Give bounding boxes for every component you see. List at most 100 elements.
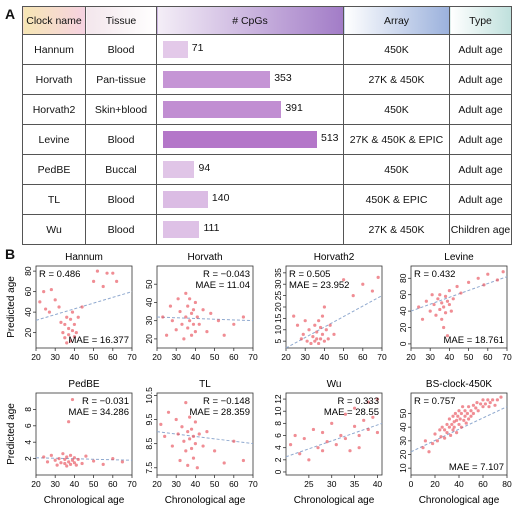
data-point	[476, 276, 480, 280]
table-row: Horvath2 Skin+blood 391 450K Adult age	[22, 94, 512, 125]
x-tick-label: 60	[108, 352, 118, 362]
data-point	[424, 299, 428, 303]
data-point	[222, 461, 226, 465]
data-point	[332, 332, 336, 336]
x-tick-label: 40	[320, 352, 330, 362]
data-point	[499, 395, 503, 399]
x-tick-label: 60	[229, 479, 239, 489]
trend-line	[285, 295, 383, 349]
type-cell: Adult age	[449, 64, 512, 95]
data-point	[459, 411, 463, 416]
cpgs-bar	[163, 71, 271, 88]
data-point	[467, 405, 471, 409]
x-tick-label: 40	[70, 352, 80, 362]
data-point	[209, 311, 213, 315]
y-axis-label: Predicted age	[6, 276, 17, 338]
data-point	[299, 337, 303, 341]
data-point	[193, 420, 197, 424]
data-point	[461, 405, 465, 409]
plot-frame	[410, 265, 508, 349]
data-point	[449, 433, 453, 437]
plot-frame	[35, 392, 133, 476]
data-point	[447, 289, 451, 293]
data-point	[70, 458, 75, 462]
x-tick-label: 60	[358, 352, 368, 362]
r-label: R = 0.486	[39, 269, 80, 280]
data-point	[63, 336, 67, 340]
r-label: R = −0.043	[203, 269, 250, 280]
data-point	[475, 400, 479, 405]
data-point	[184, 315, 188, 319]
data-point	[320, 449, 325, 453]
x-tick-label: 30	[50, 479, 60, 489]
data-point	[476, 409, 480, 413]
data-point	[313, 323, 317, 327]
x-axis-label: Chronological age	[44, 495, 125, 506]
y-tick-label: 6	[23, 423, 33, 428]
data-point	[92, 459, 96, 463]
y-tick-label: 2	[23, 456, 33, 461]
data-point	[189, 311, 194, 315]
data-point	[232, 322, 236, 326]
y-tick-label: 50	[144, 279, 154, 289]
data-point	[326, 337, 330, 341]
header-clock-name: Clock name	[22, 6, 86, 35]
data-point	[451, 428, 455, 432]
mae-label: MAE = 18.761	[444, 335, 504, 346]
array-cell: 450K	[343, 154, 450, 185]
data-point	[486, 398, 490, 402]
y-tick-label: 15	[273, 313, 283, 323]
data-point	[357, 446, 361, 450]
x-tick-label: 50	[89, 479, 99, 489]
clock-name-cell: Horvath2	[22, 94, 86, 125]
cpgs-bar	[163, 161, 195, 178]
header-cpgs: # CpGs	[156, 6, 344, 35]
data-point	[431, 441, 435, 446]
data-point	[483, 402, 487, 406]
mae-label: MAE = 34.286	[69, 407, 129, 418]
r-label: R = −0.148	[203, 396, 250, 407]
data-point	[457, 409, 461, 413]
y-tick-label: 35	[273, 268, 283, 278]
y-tick-label: 50	[398, 409, 408, 419]
r-label: R = 0.432	[414, 269, 455, 280]
data-point	[74, 331, 78, 335]
type-cell: Children age	[449, 214, 512, 245]
data-point	[67, 333, 71, 337]
data-point	[111, 457, 115, 461]
x-tick-label: 40	[373, 479, 383, 489]
data-point	[182, 337, 186, 341]
data-point	[351, 294, 355, 298]
data-point	[486, 272, 490, 276]
x-tick-label: 40	[454, 479, 464, 489]
data-point	[191, 456, 196, 460]
data-point	[307, 328, 311, 332]
y-tick-label: 8	[273, 421, 283, 426]
x-tick-label: 20	[430, 479, 440, 489]
data-point	[362, 418, 366, 422]
data-point	[197, 322, 201, 326]
y-tick-label: 8	[23, 407, 33, 412]
plot-title: BS-clock-450K	[426, 379, 492, 390]
data-point	[320, 314, 325, 318]
trend-line	[156, 316, 254, 322]
cpgs-cell: 513	[156, 124, 344, 155]
data-point	[325, 439, 329, 444]
data-point	[443, 294, 448, 298]
data-point	[467, 280, 471, 284]
data-point	[469, 414, 473, 418]
data-point	[371, 415, 375, 419]
data-point	[65, 341, 69, 345]
data-point	[445, 422, 449, 427]
data-point	[201, 308, 205, 312]
scatter-panel-1: Horvath 20 30 40 50 60 70 20 30 40 50 R = −0.043MAE…	[144, 252, 258, 362]
clock-table: Clock name Tissue # CpGs Array Type Hann…	[22, 6, 512, 245]
data-point	[467, 417, 471, 421]
data-point	[49, 287, 53, 292]
data-point	[447, 417, 451, 421]
data-point	[191, 308, 196, 312]
mae-label: MAE = 16.377	[69, 335, 129, 346]
y-tick-label: 4	[23, 440, 33, 445]
